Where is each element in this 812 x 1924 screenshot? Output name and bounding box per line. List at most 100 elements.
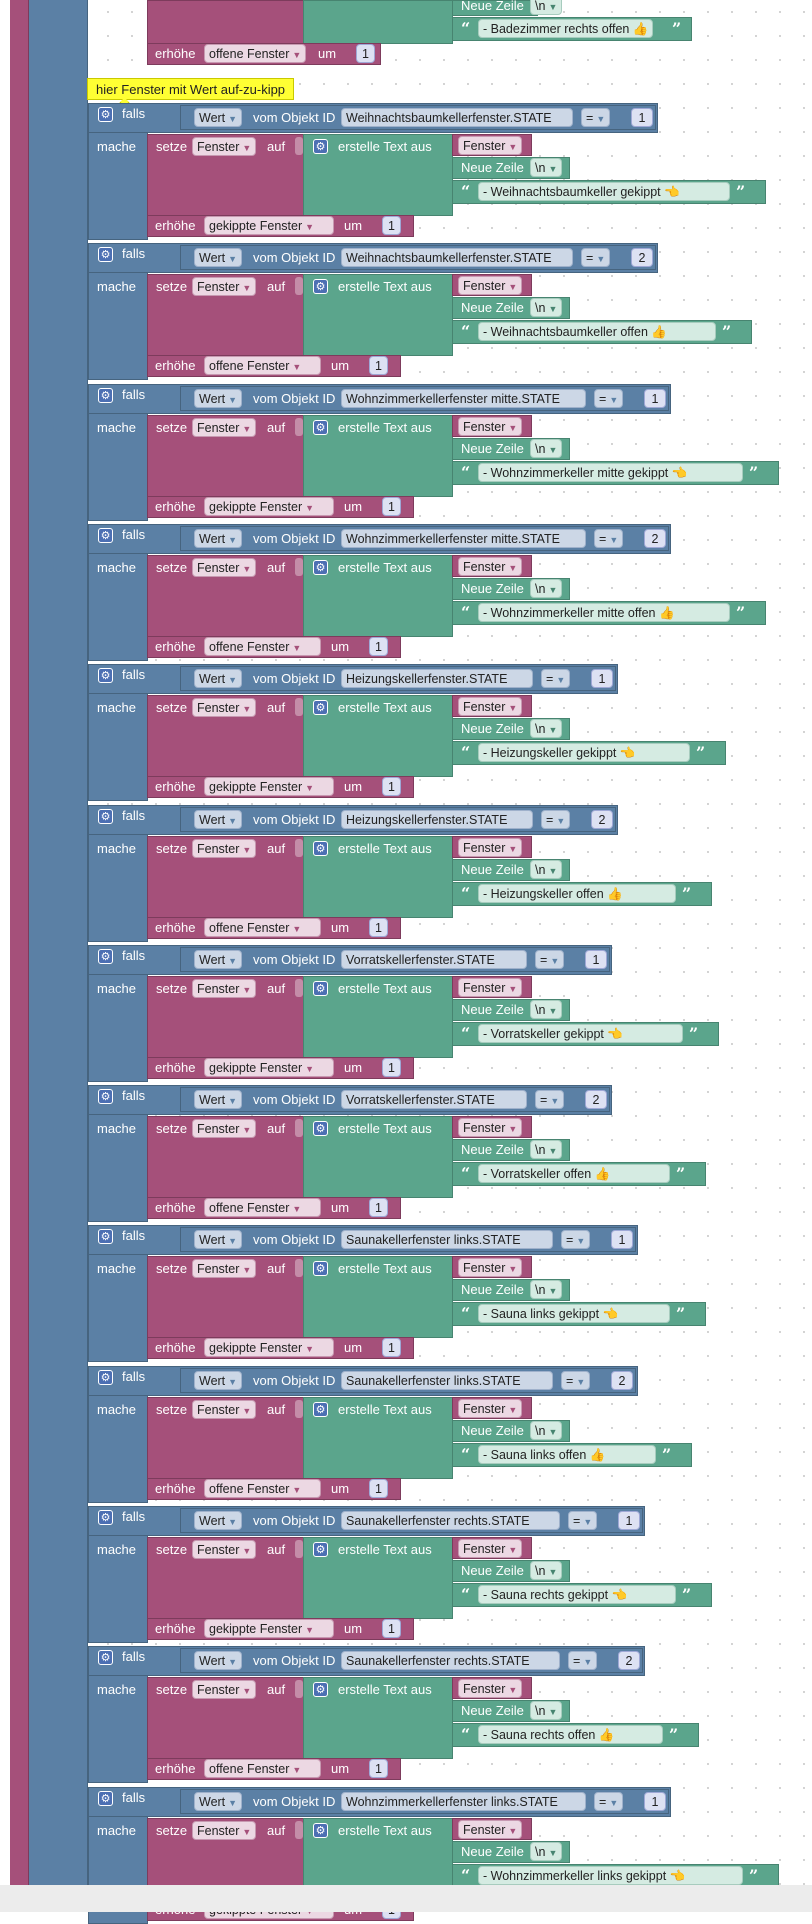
newline-value[interactable]: \n ▼ [530,579,563,598]
compare-value[interactable]: 2 [585,1090,607,1109]
dropdown-arrow-icon[interactable]: ▼ [548,1006,558,1016]
dropdown-arrow-icon[interactable]: ▼ [305,222,315,232]
target-variable[interactable]: Fenster ▼ [192,979,257,998]
compare-value[interactable]: 1 [585,950,607,969]
counter-variable[interactable]: gekippte Fenster▼ [204,1619,334,1638]
target-variable[interactable]: Fenster ▼ [192,1680,257,1699]
dropdown-arrow-icon[interactable]: ▼ [550,956,560,966]
dropdown-arrow-icon[interactable]: ▼ [292,362,302,372]
target-variable[interactable]: Fenster ▼ [192,839,257,858]
compare-value[interactable]: 2 [611,1371,633,1390]
dropdown-arrow-icon[interactable]: ▼ [228,535,238,545]
increment-value[interactable]: 1 [382,497,401,516]
value-property-dropdown[interactable]: Wert ▼ [194,810,243,829]
dropdown-arrow-icon[interactable]: ▼ [508,282,518,292]
dropdown-arrow-icon[interactable]: ▼ [576,1377,586,1387]
join-variable[interactable]: Fenster ▼ [458,1118,523,1137]
increment-value[interactable]: 1 [356,44,375,63]
text-literal[interactable]: - Wohnzimmerkeller mitte gekippt 👈 [478,463,743,482]
operator-dropdown[interactable]: = ▼ [535,950,565,969]
dropdown-arrow-icon[interactable]: ▼ [228,1236,238,1246]
counter-variable[interactable]: offene Fenster ▼ [204,1759,321,1778]
dropdown-arrow-icon[interactable]: ▼ [242,564,252,574]
comment-bubble[interactable]: hier Fenster mit Wert auf-zu-kipp [87,78,295,100]
gear-icon[interactable]: ⚙ [98,949,113,964]
value-property-dropdown[interactable]: Wert ▼ [194,1230,243,1249]
value-property-dropdown[interactable]: Wert ▼ [194,1371,243,1390]
dropdown-arrow-icon[interactable]: ▼ [609,1798,619,1808]
object-id-field[interactable]: Wohnzimmerkellerfenster links.STATE [341,1792,586,1811]
dropdown-arrow-icon[interactable]: ▼ [508,844,518,854]
dropdown-arrow-icon[interactable]: ▼ [609,535,619,545]
dropdown-arrow-icon[interactable]: ▼ [228,1657,238,1667]
target-variable[interactable]: Fenster ▼ [192,1540,257,1559]
dropdown-arrow-icon[interactable]: ▼ [508,1685,518,1695]
compare-value[interactable]: 2 [644,529,666,548]
text-literal[interactable]: - Badezimmer rechts offen 👍 [478,19,654,38]
gear-icon[interactable]: ⚙ [98,528,113,543]
counter-variable[interactable]: gekippte Fenster▼ [204,777,334,796]
dropdown-arrow-icon[interactable]: ▼ [242,1827,252,1837]
gear-icon[interactable]: ⚙ [313,1121,328,1136]
dropdown-arrow-icon[interactable]: ▼ [228,114,238,124]
text-literal[interactable]: - Weihnachtsbaumkeller offen 👍 [478,322,716,341]
dropdown-arrow-icon[interactable]: ▼ [242,845,252,855]
dropdown-arrow-icon[interactable]: ▼ [228,956,238,966]
gear-icon[interactable]: ⚙ [313,841,328,856]
increment-value[interactable]: 1 [369,1198,388,1217]
dropdown-arrow-icon[interactable]: ▼ [508,1124,518,1134]
object-id-field[interactable]: Vorratskellerfenster.STATE [341,950,527,969]
increment-value[interactable]: 1 [369,1759,388,1778]
dropdown-arrow-icon[interactable]: ▼ [292,924,302,934]
counter-variable[interactable]: gekippte Fenster▼ [204,1058,334,1077]
counter-variable[interactable]: offene Fenster ▼ [204,356,321,375]
dropdown-arrow-icon[interactable]: ▼ [508,1545,518,1555]
dropdown-arrow-icon[interactable]: ▼ [228,1798,238,1808]
newline-value[interactable]: \n ▼ [530,1561,563,1580]
operator-dropdown[interactable]: = ▼ [561,1230,591,1249]
gear-icon[interactable]: ⚙ [98,1650,113,1665]
join-variable[interactable]: Fenster ▼ [458,276,523,295]
join-variable[interactable]: Fenster ▼ [458,1539,523,1558]
dropdown-arrow-icon[interactable]: ▼ [242,1125,252,1135]
join-variable[interactable]: Fenster ▼ [458,1820,523,1839]
dropdown-arrow-icon[interactable]: ▼ [596,254,606,264]
increment-value[interactable]: 1 [369,1479,388,1498]
target-variable[interactable]: Fenster ▼ [192,1119,257,1138]
gear-icon[interactable]: ⚙ [313,1261,328,1276]
dropdown-arrow-icon[interactable]: ▼ [583,1657,593,1667]
counter-variable[interactable]: gekippte Fenster▼ [204,216,334,235]
text-literal[interactable]: - Wohnzimmerkeller links gekippt 👈 [478,1866,743,1885]
dropdown-arrow-icon[interactable]: ▼ [556,675,566,685]
dropdown-arrow-icon[interactable]: ▼ [242,704,252,714]
object-id-field[interactable]: Weihnachtsbaumkellerfenster.STATE [341,248,573,267]
dropdown-arrow-icon[interactable]: ▼ [556,816,566,826]
dropdown-arrow-icon[interactable]: ▼ [242,985,252,995]
dropdown-arrow-icon[interactable]: ▼ [508,423,518,433]
newline-value[interactable]: \n ▼ [530,298,563,317]
gear-icon[interactable]: ⚙ [98,388,113,403]
text-literal[interactable]: - Heizungskeller offen 👍 [478,884,676,903]
gear-icon[interactable]: ⚙ [313,1542,328,1557]
join-variable[interactable]: Fenster ▼ [458,697,523,716]
compare-value[interactable]: 1 [591,669,613,688]
join-variable[interactable]: Fenster ▼ [458,838,523,857]
operator-dropdown[interactable]: = ▼ [581,248,611,267]
value-property-dropdown[interactable]: Wert ▼ [194,108,243,127]
text-literal[interactable]: - Weihnachtsbaumkeller gekippt 👈 [478,182,730,201]
increment-value[interactable]: 1 [382,1338,401,1357]
setze-block-partial[interactable] [147,0,304,44]
dropdown-arrow-icon[interactable]: ▼ [548,2,558,12]
text-join-block-partial[interactable] [303,0,453,44]
dropdown-arrow-icon[interactable]: ▼ [548,866,558,876]
dropdown-arrow-icon[interactable]: ▼ [228,1517,238,1527]
dropdown-arrow-icon[interactable]: ▼ [548,1567,558,1577]
target-variable[interactable]: Fenster ▼ [192,1821,257,1840]
dropdown-arrow-icon[interactable]: ▼ [508,563,518,573]
gear-icon[interactable]: ⚙ [313,700,328,715]
compare-value[interactable]: 1 [618,1511,640,1530]
value-property-dropdown[interactable]: Wert ▼ [194,669,243,688]
dropdown-arrow-icon[interactable]: ▼ [242,1406,252,1416]
counter-variable[interactable]: offene Fenster ▼ [204,44,307,63]
newline-value[interactable]: \n ▼ [530,1842,563,1861]
